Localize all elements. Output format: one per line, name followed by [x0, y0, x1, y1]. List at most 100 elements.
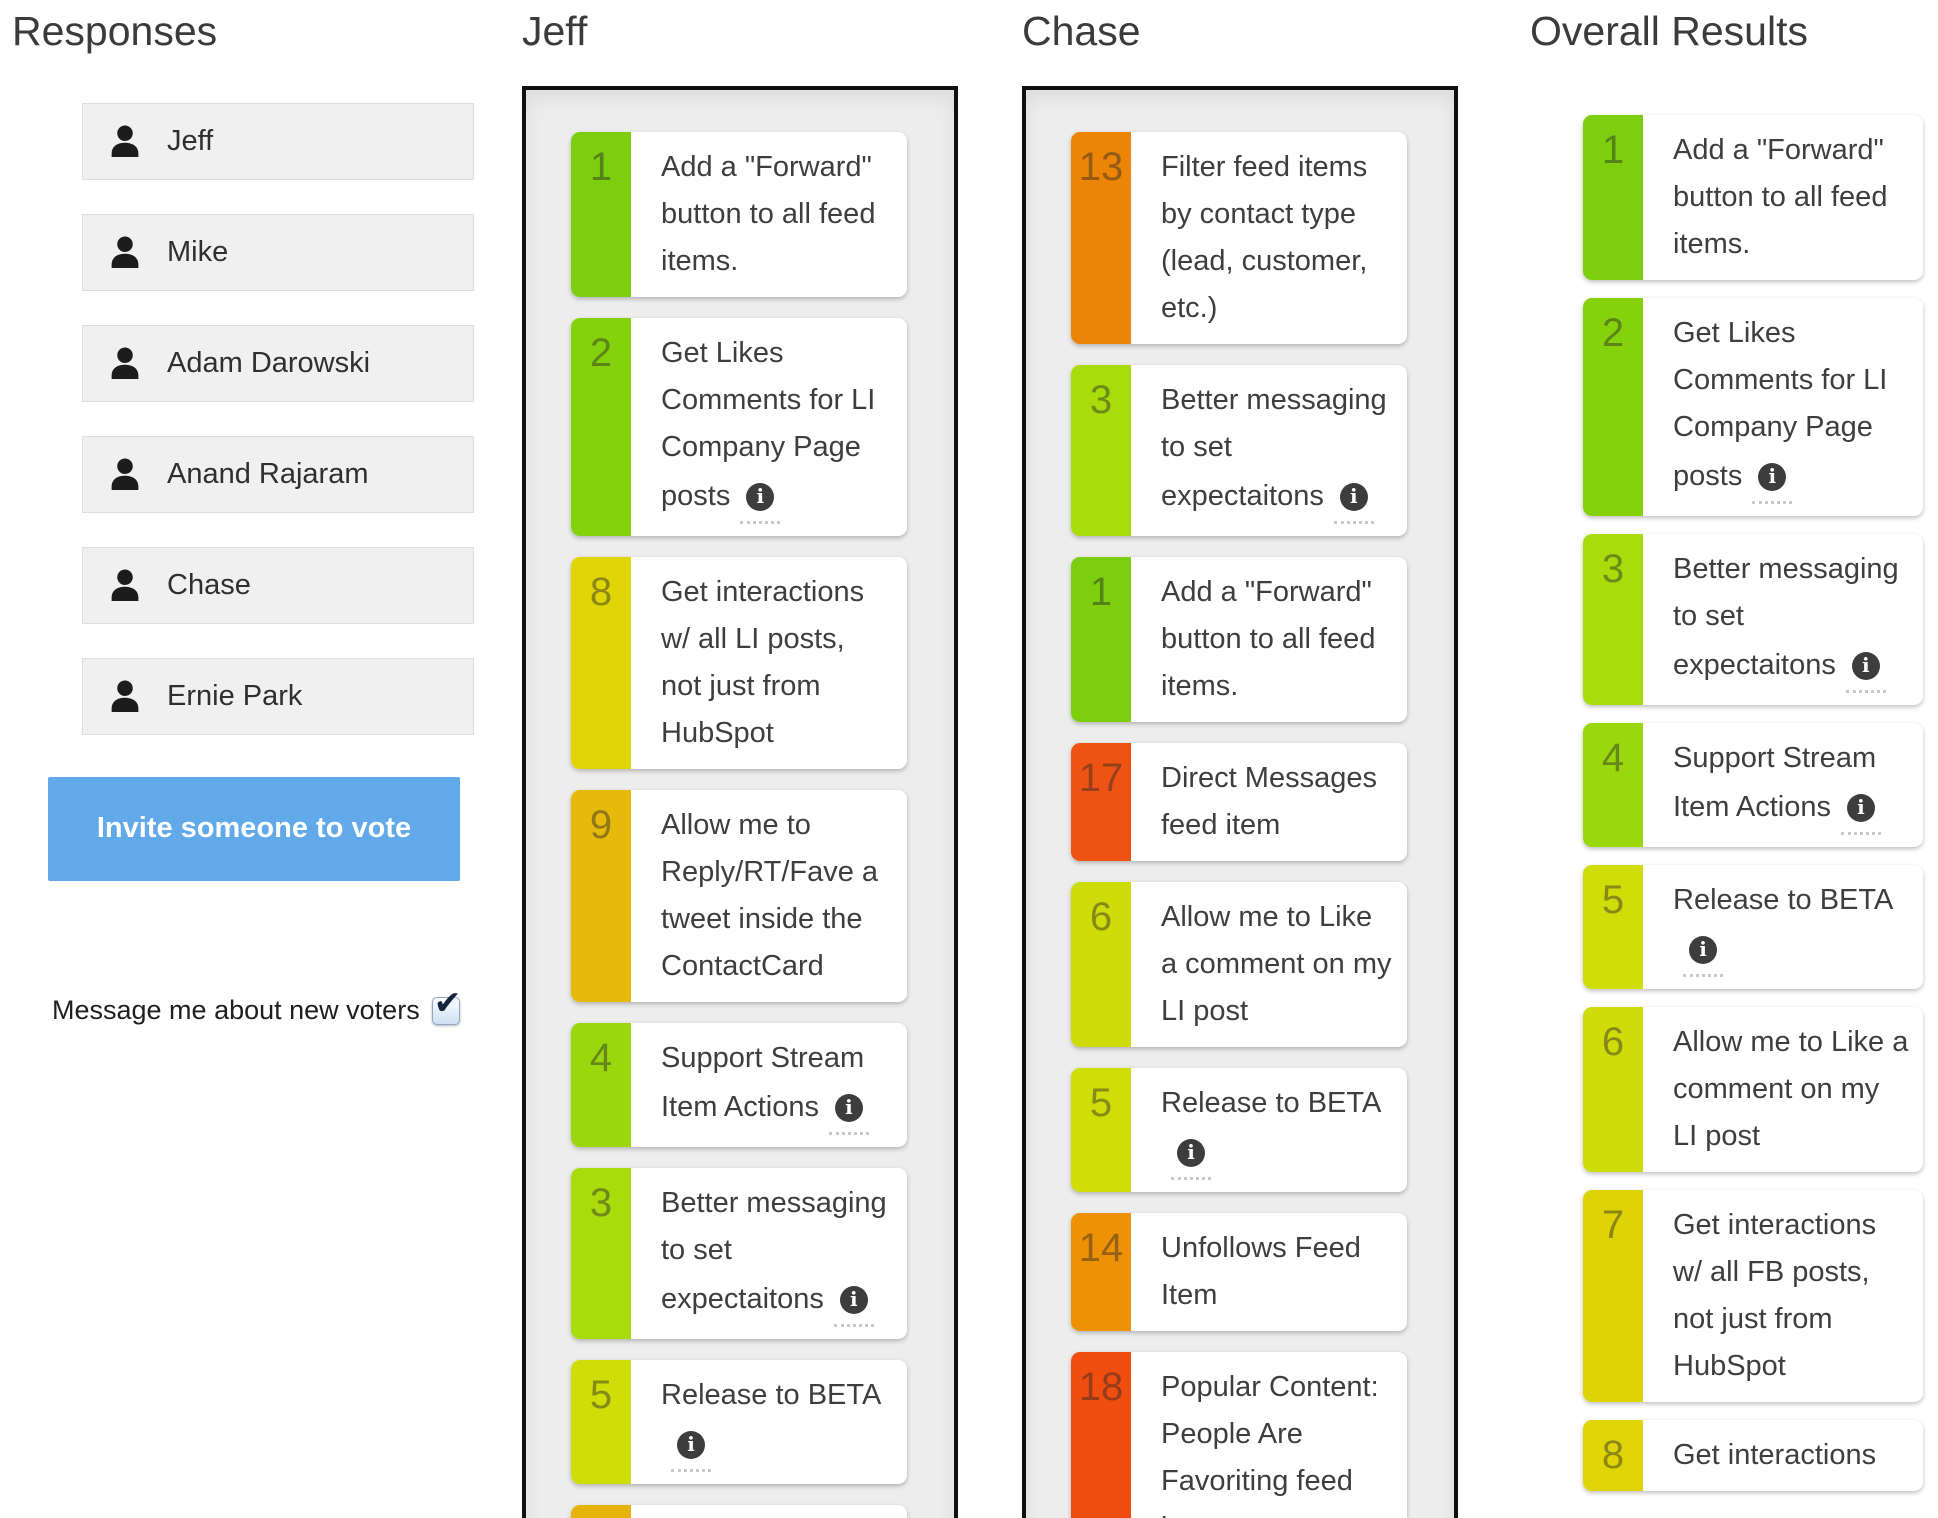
- info-icon[interactable]: i: [740, 471, 780, 524]
- feature-text: Allow me to Like a comment on my LI post: [1643, 1007, 1923, 1172]
- info-icon[interactable]: i: [834, 1274, 874, 1327]
- column-title: Overall Results: [1530, 8, 1808, 54]
- voter-item[interactable]: Chase: [82, 547, 474, 624]
- rank-badge: 18: [1071, 1352, 1131, 1518]
- ranking-column-overall-results: Overall Results 1 Add a "Forward" button…: [1530, 0, 1938, 1518]
- feature-card[interactable]: 3 Better messaging to set expectaitons i: [571, 1168, 907, 1339]
- info-icon[interactable]: i: [829, 1082, 869, 1135]
- voter-name: Mike: [167, 236, 229, 268]
- rank-badge: 8: [571, 557, 631, 769]
- feature-text: Feed Item self: [631, 1505, 859, 1518]
- rank-badge: 3: [1071, 365, 1131, 536]
- feature-card[interactable]: 13 Filter feed items by contact type (le…: [1071, 132, 1407, 344]
- feature-card[interactable]: 3 Better messaging to set expectaitons i: [1071, 365, 1407, 536]
- feature-label: Popular Content: People Are Favoriting f…: [1161, 1371, 1379, 1518]
- feature-card[interactable]: 14 Unfollows Feed Item: [1071, 1213, 1407, 1331]
- feature-card[interactable]: 8 Get interactions: [1583, 1420, 1923, 1491]
- person-icon: [111, 458, 139, 490]
- responses-title: Responses: [12, 8, 218, 54]
- info-icon[interactable]: i: [1752, 451, 1792, 504]
- feature-text: Better messaging to set expectaitons i: [631, 1168, 907, 1339]
- voter-item[interactable]: Jeff: [82, 103, 474, 180]
- rank-badge: 4: [1583, 723, 1643, 847]
- feature-text: Direct Messages feed item: [1131, 743, 1407, 861]
- feature-text: Add a "Forward" button to all feed items…: [1643, 115, 1923, 280]
- feature-label: Release to BETA: [1673, 884, 1894, 916]
- person-icon: [111, 125, 139, 157]
- card-stack: 1 Add a "Forward" button to all feed ite…: [526, 90, 907, 1518]
- ranking-container: 13 Filter feed items by contact type (le…: [1022, 86, 1458, 1518]
- feature-card[interactable]: 3 Better messaging to set expectaitons i: [1583, 534, 1923, 705]
- check-icon: ✔: [433, 983, 462, 1021]
- feature-card[interactable]: 4 Support Stream Item Actions i: [1583, 723, 1923, 847]
- rank-badge: 2: [1583, 298, 1643, 516]
- voter-item[interactable]: Ernie Park: [82, 658, 474, 735]
- feature-label: Get Likes Comments for LI Company Page p…: [1673, 317, 1888, 493]
- feature-text: Popular Content: People Are Favoriting f…: [1131, 1352, 1407, 1518]
- person-icon: [111, 347, 139, 379]
- feature-text: Support Stream Item Actions i: [631, 1023, 907, 1147]
- feature-label: Better messaging to set expectaitons: [661, 1187, 887, 1316]
- feature-card[interactable]: 6 Allow me to Like a comment on my LI po…: [1583, 1007, 1923, 1172]
- info-icon[interactable]: i: [1171, 1127, 1211, 1180]
- feature-label: Unfollows Feed Item: [1161, 1232, 1361, 1311]
- rank-badge: 17: [1071, 743, 1131, 861]
- feature-card[interactable]: 4 Support Stream Item Actions i: [571, 1023, 907, 1147]
- notify-checkbox[interactable]: ✔: [431, 986, 461, 1025]
- person-icon: [111, 236, 139, 268]
- voter-item[interactable]: Adam Darowski: [82, 325, 474, 402]
- card-stack: 1 Add a "Forward" button to all feed ite…: [1583, 115, 1923, 1491]
- feature-card[interactable]: 5 Release to BETA i: [571, 1360, 907, 1484]
- info-icon[interactable]: i: [1683, 924, 1723, 977]
- feature-card[interactable]: 5 Release to BETA i: [1583, 865, 1923, 989]
- feature-label: Add a "Forward" button to all feed items…: [1161, 576, 1376, 702]
- notify-label: Message me about new voters: [52, 995, 420, 1025]
- feature-card[interactable]: 1 Add a "Forward" button to all feed ite…: [1583, 115, 1923, 280]
- rank-badge: 13: [1071, 132, 1131, 344]
- rank-badge: 1: [1583, 115, 1643, 280]
- feature-card[interactable]: 2 Get Likes Comments for LI Company Page…: [1583, 298, 1923, 516]
- feature-text: Release to BETA i: [1643, 865, 1923, 989]
- feature-text: Add a "Forward" button to all feed items…: [631, 132, 907, 297]
- rank-badge: 1: [571, 132, 631, 297]
- feature-card[interactable]: 18 Popular Content: People Are Favoritin…: [1071, 1352, 1407, 1518]
- rank-badge: 5: [1071, 1068, 1131, 1192]
- feature-card[interactable]: 5 Release to BETA i: [1071, 1068, 1407, 1192]
- feature-card[interactable]: 6 Allow me to Like a comment on my LI po…: [1071, 882, 1407, 1047]
- info-icon[interactable]: i: [671, 1419, 711, 1472]
- feature-label: Add a "Forward" button to all feed items…: [661, 151, 876, 277]
- rank-badge: 3: [1583, 534, 1643, 705]
- info-icon[interactable]: i: [1846, 640, 1886, 693]
- feature-card[interactable]: 1 Add a "Forward" button to all feed ite…: [1071, 557, 1407, 722]
- voter-list: Jeff Mike Adam Darowski Anand Rajaram Ch…: [82, 103, 474, 769]
- rank-badge: 3: [571, 1168, 631, 1339]
- feature-card[interactable]: 10 Feed Item self: [571, 1505, 907, 1518]
- feature-label: Better messaging to set expectaitons: [1673, 553, 1899, 682]
- rank-badge: 9: [571, 790, 631, 1002]
- rank-badge: 4: [571, 1023, 631, 1147]
- feature-card[interactable]: 8 Get interactions w/ all LI posts, not …: [571, 557, 907, 769]
- voter-name: Chase: [167, 569, 251, 601]
- voter-item[interactable]: Mike: [82, 214, 474, 291]
- feature-card[interactable]: 9 Allow me to Reply/RT/Fave a tweet insi…: [571, 790, 907, 1002]
- feature-label: Get interactions w/ all LI posts, not ju…: [661, 576, 865, 749]
- voter-name: Adam Darowski: [167, 347, 371, 379]
- feature-label: Allow me to Like a comment on my LI post: [1161, 901, 1392, 1027]
- voter-item[interactable]: Anand Rajaram: [82, 436, 474, 513]
- column-title: Jeff: [522, 8, 588, 54]
- feature-card[interactable]: 2 Get Likes Comments for LI Company Page…: [571, 318, 907, 536]
- voter-name: Ernie Park: [167, 680, 303, 712]
- feature-card[interactable]: 17 Direct Messages feed item: [1071, 743, 1407, 861]
- voter-name: Anand Rajaram: [167, 458, 369, 490]
- info-icon[interactable]: i: [1334, 471, 1374, 524]
- info-icon[interactable]: i: [1841, 782, 1881, 835]
- rank-badge: 8: [1583, 1420, 1643, 1491]
- invite-button[interactable]: Invite someone to vote: [48, 777, 460, 881]
- rank-badge: 6: [1583, 1007, 1643, 1172]
- feature-label: Release to BETA: [1161, 1087, 1382, 1119]
- rank-badge: 2: [571, 318, 631, 536]
- feature-text: Better messaging to set expectaitons i: [1643, 534, 1923, 705]
- feature-card[interactable]: 7 Get interactions w/ all FB posts, not …: [1583, 1190, 1923, 1402]
- feature-label: Get Likes Comments for LI Company Page p…: [661, 337, 876, 513]
- feature-card[interactable]: 1 Add a "Forward" button to all feed ite…: [571, 132, 907, 297]
